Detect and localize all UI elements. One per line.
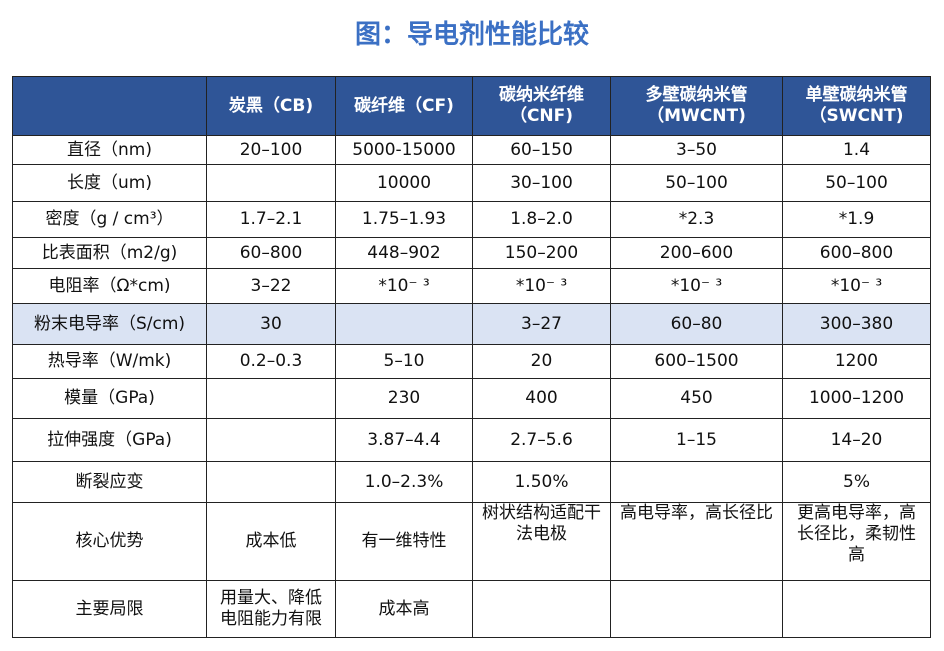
cell: 30–100 bbox=[472, 164, 611, 202]
cell: 20–100 bbox=[206, 135, 336, 165]
cell: 3–22 bbox=[206, 268, 336, 304]
cell: 20 bbox=[472, 344, 611, 379]
cell bbox=[610, 580, 783, 638]
table-row: 长度（um) 10000 30–100 50–100 50–100 bbox=[12, 164, 931, 202]
cell bbox=[206, 418, 336, 462]
cell: 有一维特性 bbox=[335, 502, 473, 581]
cell: 0.2–0.3 bbox=[206, 344, 336, 379]
cell: 50–100 bbox=[782, 164, 931, 202]
cell: 200–600 bbox=[610, 237, 783, 269]
cell: 1.7–2.1 bbox=[206, 201, 336, 238]
header-cell: 单壁碳纳米管 （SWCNT) bbox=[782, 76, 931, 136]
row-label: 断裂应变 bbox=[12, 461, 207, 503]
cell: 448–902 bbox=[335, 237, 473, 269]
cell: *1.9 bbox=[782, 201, 931, 238]
cell: 10000 bbox=[335, 164, 473, 202]
cell: 成本低 bbox=[206, 502, 336, 581]
table-row: 断裂应变 1.0–2.3% 1.50% 5% bbox=[12, 461, 931, 503]
cell: 5% bbox=[782, 461, 931, 503]
row-label: 模量（GPa) bbox=[12, 378, 207, 419]
cell: 1200 bbox=[782, 344, 931, 379]
cell: 60–800 bbox=[206, 237, 336, 269]
cell: 2.7–5.6 bbox=[472, 418, 611, 462]
cell: 更高电导率，高 长径比，柔韧性 高 bbox=[782, 502, 931, 581]
table-row: 热导率（W/mk) 0.2–0.3 5–10 20 600–1500 1200 bbox=[12, 344, 931, 379]
table-row: 模量（GPa) 230 400 450 1000–1200 bbox=[12, 378, 931, 419]
header-row: 炭黑（CB) 碳纤维（CF) 碳纳米纤维 （CNF) 多壁碳纳米管 （MWCNT) 单壁… bbox=[12, 76, 931, 136]
cell: 1–15 bbox=[610, 418, 783, 462]
header-cell: 炭黑（CB) bbox=[206, 76, 336, 136]
cell: 300–380 bbox=[782, 303, 931, 345]
cell: 1.8–2.0 bbox=[472, 201, 611, 238]
table-row: 粉末电导率（S/cm) 30 3–27 60–80 300–380 bbox=[12, 303, 931, 345]
cell: *10⁻ ³ bbox=[472, 268, 611, 304]
row-label: 密度（g / cm³） bbox=[12, 201, 207, 238]
cell: 14–20 bbox=[782, 418, 931, 462]
table-row: 直径（nm) 20–100 5000-15000 60–150 3–50 1.4 bbox=[12, 135, 931, 165]
row-label: 电阻率（Ω*cm) bbox=[12, 268, 207, 304]
cell: 1000–1200 bbox=[782, 378, 931, 419]
cell: 高电导率，高长径比 bbox=[610, 502, 783, 581]
cell bbox=[206, 164, 336, 202]
cell: 450 bbox=[610, 378, 783, 419]
table-row: 密度（g / cm³） 1.7–2.1 1.75–1.93 1.8–2.0 *2.3 *1… bbox=[12, 201, 931, 238]
cell: 30 bbox=[206, 303, 336, 345]
cell: *10⁻ ³ bbox=[335, 268, 473, 304]
cell: 150–200 bbox=[472, 237, 611, 269]
cell: 60–80 bbox=[610, 303, 783, 345]
row-label: 粉末电导率（S/cm) bbox=[12, 303, 207, 345]
table-row: 核心优势 成本低 有一维特性 树状结构适配干 法电极 高电导率，高长径比 更高电导率，高 … bbox=[12, 502, 931, 581]
cell: *2.3 bbox=[610, 201, 783, 238]
cell bbox=[335, 303, 473, 345]
cell bbox=[610, 461, 783, 503]
table-row: 电阻率（Ω*cm) 3–22 *10⁻ ³ *10⁻ ³ *10⁻ ³ *10⁻ ³ bbox=[12, 268, 931, 304]
table-row: 比表面积（m2/g) 60–800 448–902 150–200 200–600 600… bbox=[12, 237, 931, 269]
row-label: 长度（um) bbox=[12, 164, 207, 202]
header-cell: 碳纤维（CF) bbox=[335, 76, 473, 136]
cell bbox=[206, 378, 336, 419]
row-label: 比表面积（m2/g) bbox=[12, 237, 207, 269]
cell: 50–100 bbox=[610, 164, 783, 202]
cell: 60–150 bbox=[472, 135, 611, 165]
cell: *10⁻ ³ bbox=[610, 268, 783, 304]
cell: 3.87–4.4 bbox=[335, 418, 473, 462]
cell: 1.50% bbox=[472, 461, 611, 503]
header-cell: 多壁碳纳米管 （MWCNT) bbox=[610, 76, 783, 136]
cell: 1.4 bbox=[782, 135, 931, 165]
header-cell bbox=[12, 76, 207, 136]
cell: 1.0–2.3% bbox=[335, 461, 473, 503]
row-label: 拉伸强度（GPa) bbox=[12, 418, 207, 462]
cell bbox=[472, 580, 611, 638]
cell: 3–50 bbox=[610, 135, 783, 165]
cell: 400 bbox=[472, 378, 611, 419]
row-label: 核心优势 bbox=[12, 502, 207, 581]
cell: 5–10 bbox=[335, 344, 473, 379]
cell: 230 bbox=[335, 378, 473, 419]
cell: 600–800 bbox=[782, 237, 931, 269]
cell: 3–27 bbox=[472, 303, 611, 345]
row-label: 直径（nm) bbox=[12, 135, 207, 165]
cell: 用量大、降低 电阻能力有限 bbox=[206, 580, 336, 638]
cell: 5000-15000 bbox=[335, 135, 473, 165]
title: 图：导电剂性能比较 bbox=[354, 20, 589, 50]
header-cell: 碳纳米纤维 （CNF) bbox=[472, 76, 611, 136]
cell: 树状结构适配干 法电极 bbox=[472, 502, 611, 581]
cell bbox=[206, 461, 336, 503]
cell: 1.75–1.93 bbox=[335, 201, 473, 238]
cell: 成本高 bbox=[335, 580, 473, 638]
cell bbox=[782, 580, 931, 638]
comparison-table: 炭黑（CB) 碳纤维（CF) 碳纳米纤维 （CNF) 多壁碳纳米管 （MWCNT) 单壁… bbox=[12, 76, 931, 638]
row-label: 主要局限 bbox=[12, 580, 207, 638]
cell: 600–1500 bbox=[610, 344, 783, 379]
row-label: 热导率（W/mk) bbox=[12, 344, 207, 379]
cell: *10⁻ ³ bbox=[782, 268, 931, 304]
table-row: 主要局限 用量大、降低 电阻能力有限 成本高 bbox=[12, 580, 931, 638]
table-row: 拉伸强度（GPa) 3.87–4.4 2.7–5.6 1–15 14–20 bbox=[12, 418, 931, 462]
